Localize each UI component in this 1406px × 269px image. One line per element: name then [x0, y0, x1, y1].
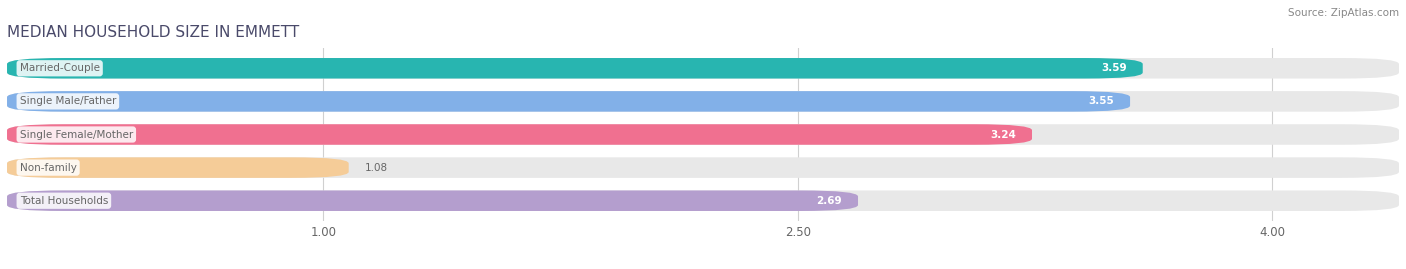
Text: Married-Couple: Married-Couple: [20, 63, 100, 73]
FancyBboxPatch shape: [7, 124, 1399, 145]
FancyBboxPatch shape: [7, 91, 1399, 112]
Text: Total Households: Total Households: [20, 196, 108, 206]
Text: Non-family: Non-family: [20, 162, 76, 173]
Text: 3.55: 3.55: [1088, 96, 1115, 107]
FancyBboxPatch shape: [7, 124, 1032, 145]
Text: Single Male/Father: Single Male/Father: [20, 96, 117, 107]
Text: 3.59: 3.59: [1101, 63, 1128, 73]
Text: Single Female/Mother: Single Female/Mother: [20, 129, 134, 140]
FancyBboxPatch shape: [7, 157, 349, 178]
FancyBboxPatch shape: [7, 91, 1130, 112]
Text: 2.69: 2.69: [817, 196, 842, 206]
FancyBboxPatch shape: [7, 190, 858, 211]
FancyBboxPatch shape: [7, 58, 1143, 79]
FancyBboxPatch shape: [7, 58, 1399, 79]
FancyBboxPatch shape: [7, 157, 1399, 178]
Text: MEDIAN HOUSEHOLD SIZE IN EMMETT: MEDIAN HOUSEHOLD SIZE IN EMMETT: [7, 25, 299, 40]
Text: 1.08: 1.08: [364, 162, 388, 173]
FancyBboxPatch shape: [7, 190, 1399, 211]
Text: 3.24: 3.24: [990, 129, 1017, 140]
Text: Source: ZipAtlas.com: Source: ZipAtlas.com: [1288, 8, 1399, 18]
